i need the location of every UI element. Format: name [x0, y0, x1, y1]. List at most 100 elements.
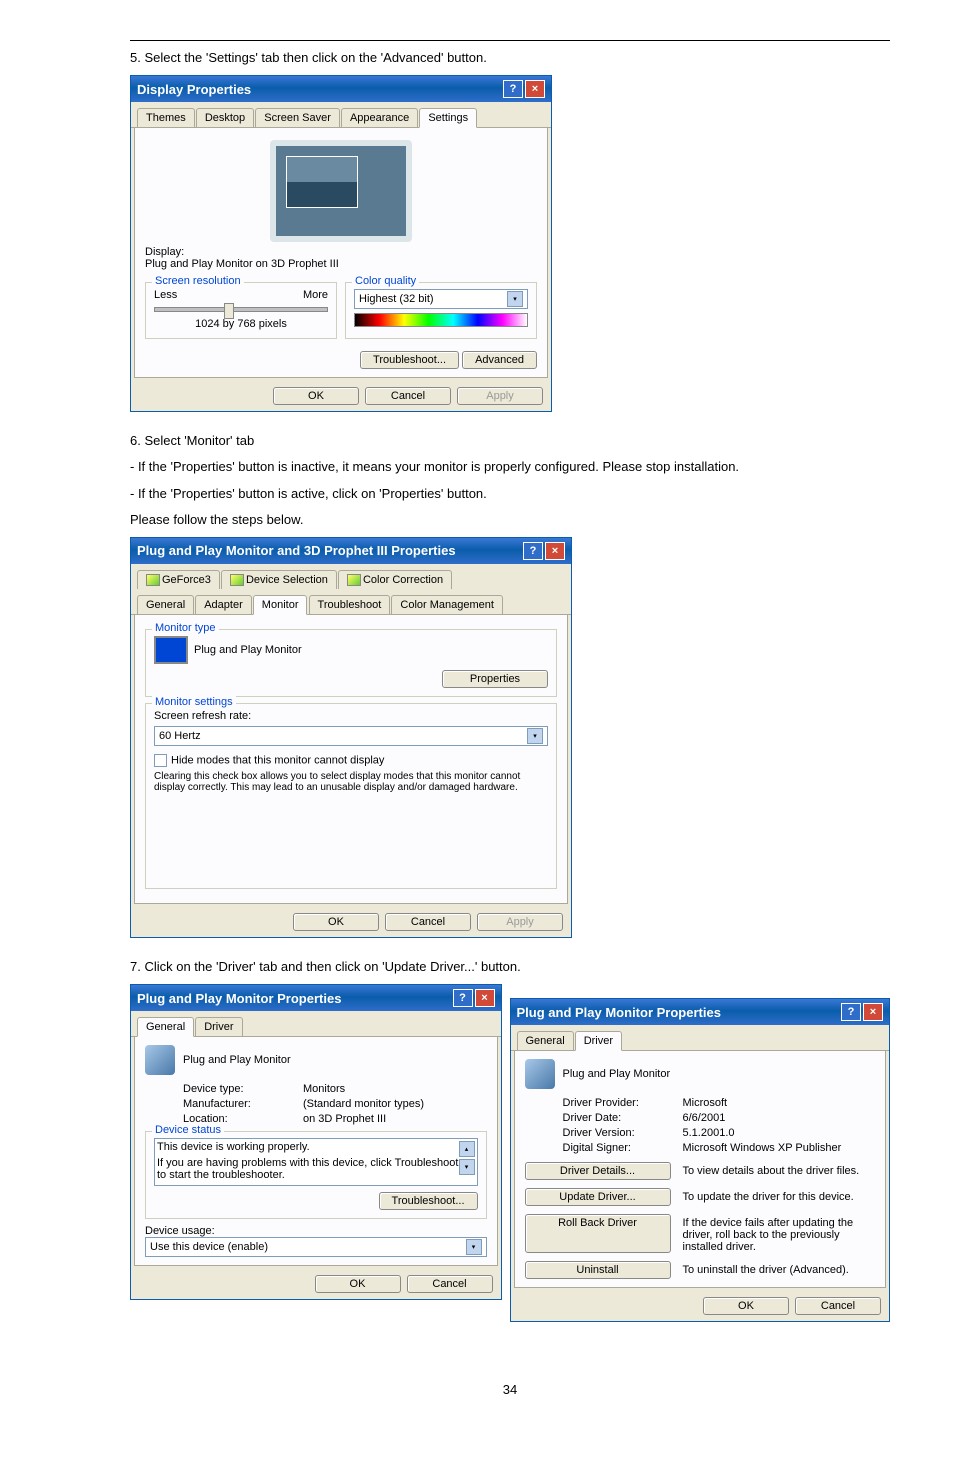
hide-desc: Clearing this check box allows you to se… [154, 771, 548, 793]
button-row: OK Cancel [131, 1269, 501, 1299]
dialog-body: Plug and Play Monitor Driver Provider:Mi… [514, 1051, 887, 1288]
update-driver-button[interactable]: Update Driver... [525, 1188, 671, 1206]
nv-icon [146, 574, 160, 586]
driver-details-button[interactable]: Driver Details... [525, 1162, 671, 1180]
help-icon[interactable]: ? [841, 1003, 861, 1021]
status-text: This device is working properly. [157, 1141, 459, 1153]
nv-icon [230, 574, 244, 586]
tab-geforce[interactable]: GeForce3 [137, 570, 220, 589]
dialog-body: Monitor type Plug and Play Monitor Prope… [134, 615, 568, 904]
titlebar-buttons: ? × [503, 80, 545, 98]
cancel-button[interactable]: Cancel [365, 387, 451, 405]
dialog-pair: Plug and Play Monitor Properties ? × Gen… [130, 984, 890, 1342]
chevron-down-icon[interactable]: ▾ [507, 291, 523, 307]
version-value: 5.1.2001.0 [683, 1127, 735, 1139]
properties-button[interactable]: Properties [442, 670, 548, 688]
help-icon[interactable]: ? [453, 989, 473, 1007]
version-label: Driver Version: [563, 1127, 683, 1139]
device-status-group: Device status This device is working pro… [145, 1131, 487, 1219]
refresh-value: 60 Hertz [159, 730, 201, 742]
close-icon[interactable]: × [863, 1003, 883, 1021]
dialog-body: Display: Plug and Play Monitor on 3D Pro… [134, 128, 548, 378]
horizontal-rule [130, 40, 890, 41]
screen-res-label: Screen resolution [152, 275, 244, 287]
chevron-down-icon[interactable]: ▾ [466, 1239, 482, 1255]
mfr-value: (Standard monitor types) [303, 1098, 424, 1110]
uninstall-button[interactable]: Uninstall [525, 1261, 671, 1279]
tab-general[interactable]: General [137, 595, 194, 614]
titlebar-text: Plug and Play Monitor Properties [517, 1005, 721, 1020]
apply-button: Apply [477, 913, 563, 931]
device-icon [145, 1045, 175, 1075]
ok-button[interactable]: OK [293, 913, 379, 931]
close-icon[interactable]: × [545, 542, 565, 560]
tab-device-selection[interactable]: Device Selection [221, 570, 337, 589]
tab-general[interactable]: General [517, 1031, 574, 1050]
step6-text: 6. Select 'Monitor' tab [130, 432, 890, 450]
advanced-button[interactable]: Advanced [462, 351, 537, 369]
less-label: Less [154, 289, 177, 301]
usage-dropdown[interactable]: Use this device (enable)▾ [145, 1237, 487, 1257]
tab-driver[interactable]: Driver [575, 1031, 622, 1051]
tab-troubleshoot[interactable]: Troubleshoot [309, 595, 391, 614]
color-label: Color quality [352, 275, 419, 287]
color-dropdown[interactable]: Highest (32 bit) ▾ [354, 289, 528, 309]
mon-settings-label: Monitor settings [152, 696, 236, 708]
apply-button: Apply [457, 387, 543, 405]
help-icon[interactable]: ? [523, 542, 543, 560]
titlebar-text: Plug and Play Monitor Properties [137, 991, 341, 1006]
cancel-button[interactable]: Cancel [795, 1297, 881, 1315]
scroll-down-icon[interactable]: ▾ [459, 1159, 475, 1175]
step6-line1: - If the 'Properties' button is inactive… [130, 458, 890, 476]
scroll-up-icon[interactable]: ▴ [459, 1141, 475, 1157]
tab-appearance[interactable]: Appearance [341, 108, 418, 127]
loc-value: on 3D Prophet III [303, 1113, 386, 1125]
ok-button[interactable]: OK [315, 1275, 401, 1293]
titlebar-text: Display Properties [137, 82, 251, 97]
rollback-driver-button[interactable]: Roll Back Driver [525, 1214, 671, 1253]
tab-color-mgmt[interactable]: Color Management [391, 595, 503, 614]
tab-color-correction[interactable]: Color Correction [338, 570, 452, 589]
tab-monitor[interactable]: Monitor [253, 595, 308, 615]
troubleshoot-button[interactable]: Troubleshoot... [379, 1192, 478, 1210]
ok-button[interactable]: OK [703, 1297, 789, 1315]
cancel-button[interactable]: Cancel [385, 913, 471, 931]
tab-adapter[interactable]: Adapter [195, 595, 252, 614]
step6-line3: Please follow the steps below. [130, 511, 890, 529]
close-icon[interactable]: × [525, 80, 545, 98]
step7-text: 7. Click on the 'Driver' tab and then cl… [130, 958, 890, 976]
refresh-dropdown[interactable]: 60 Hertz ▾ [154, 726, 548, 746]
device-icon [525, 1059, 555, 1089]
device-type-value: Monitors [303, 1083, 345, 1095]
color-bar [354, 313, 528, 327]
tab-driver[interactable]: Driver [195, 1017, 242, 1036]
tab-themes[interactable]: Themes [137, 108, 195, 127]
monitor-preview-area [145, 136, 537, 246]
chevron-down-icon[interactable]: ▾ [527, 728, 543, 744]
tab-row1: GeForce3 Device Selection Color Correcti… [131, 564, 571, 589]
provider-value: Microsoft [683, 1097, 728, 1109]
monitor-properties-dialog: Plug and Play Monitor and 3D Prophet III… [130, 537, 572, 938]
nv-icon [347, 574, 361, 586]
tab-general[interactable]: General [137, 1017, 194, 1037]
titlebar: Plug and Play Monitor and 3D Prophet III… [131, 538, 571, 564]
dialog-body: Plug and Play Monitor Device type:Monito… [134, 1037, 498, 1266]
details-desc: To view details about the driver files. [683, 1162, 860, 1180]
tab-settings[interactable]: Settings [419, 108, 477, 128]
button-row: OK Cancel Apply [131, 381, 551, 411]
signer-value: Microsoft Windows XP Publisher [683, 1142, 842, 1154]
tab-desktop[interactable]: Desktop [196, 108, 254, 127]
ok-button[interactable]: OK [273, 387, 359, 405]
cancel-button[interactable]: Cancel [407, 1275, 493, 1293]
help-icon[interactable]: ? [503, 80, 523, 98]
tab-screensaver[interactable]: Screen Saver [255, 108, 340, 127]
resolution-slider[interactable] [154, 307, 328, 312]
color-value: Highest (32 bit) [359, 293, 434, 305]
date-value: 6/6/2001 [683, 1112, 726, 1124]
res-value: 1024 by 768 pixels [154, 318, 328, 330]
status-group-label: Device status [152, 1124, 224, 1136]
display-properties-dialog: Display Properties ? × Themes Desktop Sc… [130, 75, 552, 412]
close-icon[interactable]: × [475, 989, 495, 1007]
hide-modes-checkbox[interactable] [154, 754, 167, 767]
troubleshoot-button[interactable]: Troubleshoot... [360, 351, 459, 369]
